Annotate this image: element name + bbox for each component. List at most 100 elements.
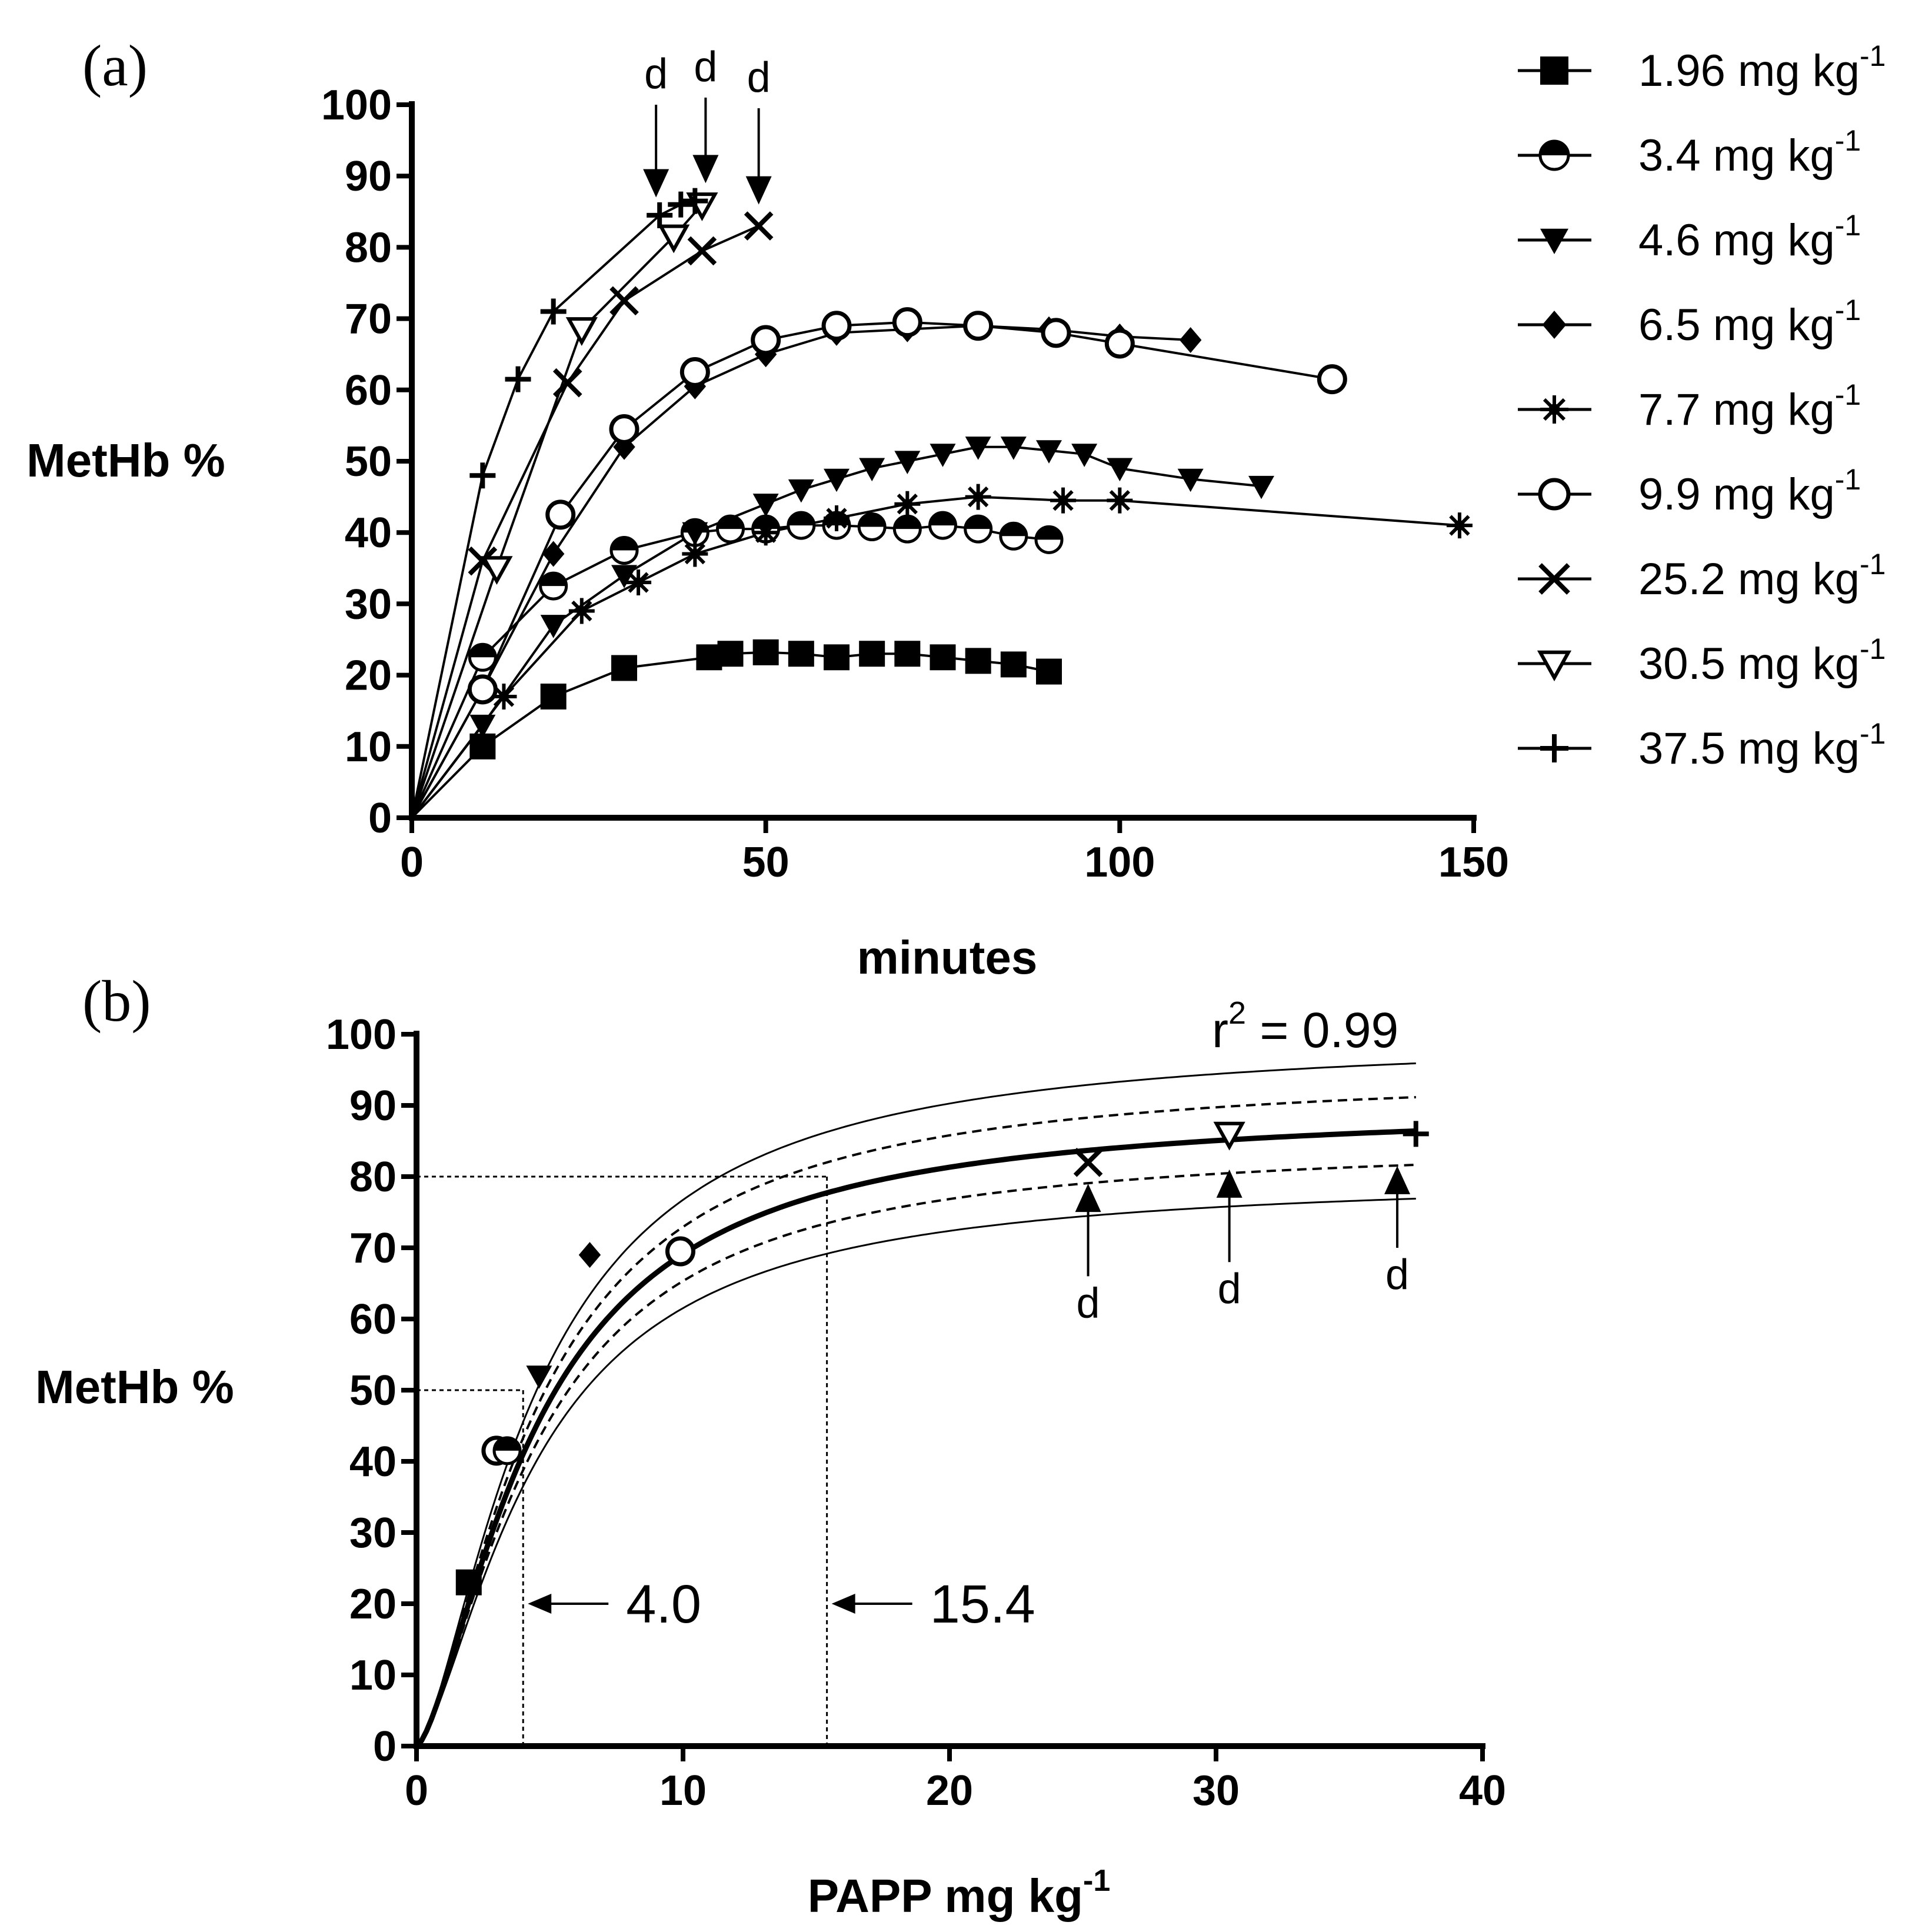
chart-b: MetHb % PAPP mg kg-1 r2 = 0.99 010203040… bbox=[35, 995, 1506, 1922]
chart-a-death-label-1: d bbox=[694, 44, 717, 91]
chart-a-legend-label-0: 1.96 mg kg-1 bbox=[1638, 39, 1886, 96]
chart-b-death-label-2: d bbox=[1385, 1251, 1409, 1298]
chart-b-ytick-label: 20 bbox=[349, 1581, 397, 1628]
chart-a-point-s4-2 bbox=[568, 598, 595, 624]
chart-a-point-s5-6 bbox=[821, 311, 852, 341]
chart-a-point-s2-11 bbox=[965, 437, 991, 460]
chart-b-xlabel: PAPP mg kg-1 bbox=[808, 1864, 1111, 1922]
chart-b-ci-outer-upper bbox=[415, 1062, 1416, 1747]
chart-a-point-s2-13 bbox=[1036, 440, 1062, 464]
chart-a-point-s0-2 bbox=[540, 683, 567, 709]
chart-b-ytick-label: 100 bbox=[326, 1011, 397, 1058]
chart-b-ytick-label: 30 bbox=[349, 1510, 397, 1557]
chart-b-ci-inner-upper bbox=[415, 1096, 1416, 1747]
chart-a-ytick-label: 40 bbox=[345, 509, 392, 557]
chart-a-point-s3-2 bbox=[542, 541, 565, 567]
chart-a-point-s7-1 bbox=[481, 556, 513, 585]
chart-b-ref-label-1: 15.4 bbox=[930, 1574, 1035, 1634]
chart-a-point-s3-11 bbox=[1179, 327, 1202, 353]
chart-a-ytick-label: 70 bbox=[345, 296, 392, 343]
chart-b-ref-arrowhead-1 bbox=[831, 1594, 855, 1614]
chart-a-legend-label-3: 6.5 mg kg-1 bbox=[1638, 294, 1861, 350]
chart-a-legend-label-1: 3.4 mg kg-1 bbox=[1638, 124, 1861, 181]
chart-b-ytick-label: 10 bbox=[349, 1652, 397, 1699]
chart-b-ytick-label: 90 bbox=[349, 1082, 397, 1130]
chart-a: MetHb % minutes 0 10 20 30 40 50 60 70 80 90 100 0 5… bbox=[26, 39, 1886, 984]
chart-a-ytick-label: 80 bbox=[345, 224, 392, 271]
chart-a-death-label-2: d bbox=[747, 54, 771, 101]
chart-a-ylabel: MetHb % bbox=[26, 434, 225, 487]
chart-a-legend-marker-2 bbox=[1540, 228, 1568, 254]
chart-a-legend-marker-3 bbox=[1542, 311, 1567, 339]
chart-a-point-s0-8 bbox=[824, 644, 850, 671]
chart-a-point-s5-3 bbox=[609, 414, 639, 444]
chart-a-point-s8-6 bbox=[682, 188, 708, 214]
chart-a-point-s4-6 bbox=[824, 505, 850, 531]
chart-a-point-s6-2 bbox=[552, 368, 582, 398]
chart-a-point-s1-7 bbox=[787, 511, 816, 540]
chart-a-legend-label-7: 30.5 mg kg-1 bbox=[1638, 632, 1886, 689]
chart-a-point-s5-1 bbox=[467, 674, 498, 705]
chart-a-legend-label-5: 9.9 mg kg-1 bbox=[1638, 463, 1861, 519]
chart-a-xtick-label: 100 bbox=[1084, 839, 1155, 886]
chart-a-point-s8-3 bbox=[540, 298, 567, 325]
chart-a-ytick-label: 100 bbox=[321, 82, 392, 129]
chart-a-point-s4-11 bbox=[1446, 512, 1473, 539]
chart-b-ytick-label: 50 bbox=[349, 1367, 397, 1414]
panel-b-label: (b) bbox=[82, 968, 151, 1034]
chart-a-point-s0-10 bbox=[894, 641, 921, 667]
chart-b-point-7 bbox=[1213, 1121, 1245, 1151]
chart-a-point-s2-12 bbox=[1000, 437, 1027, 460]
chart-a-point-s2-9 bbox=[894, 451, 921, 474]
chart-a-legend-label-6: 25.2 mg kg-1 bbox=[1638, 548, 1886, 604]
chart-a-point-s2-16 bbox=[1177, 468, 1204, 492]
chart-a-legend-label-4: 7.7 mg kg-1 bbox=[1638, 378, 1861, 435]
chart-a-legend-marker-8 bbox=[1540, 734, 1568, 762]
chart-b-death-label-0: d bbox=[1077, 1280, 1100, 1327]
chart-b-xtick-label: 30 bbox=[1192, 1767, 1240, 1814]
chart-a-point-s4-4 bbox=[682, 541, 708, 567]
chart-a-point-s5-8 bbox=[963, 311, 994, 341]
chart-a-series-line-1 bbox=[411, 524, 1050, 818]
chart-a-point-s2-10 bbox=[930, 444, 956, 467]
chart-b-xtick-label: 40 bbox=[1459, 1767, 1506, 1814]
chart-a-point-s1-5 bbox=[716, 514, 745, 544]
chart-a-point-s2-5 bbox=[752, 494, 779, 517]
chart-a-point-s1-2 bbox=[539, 571, 568, 601]
chart-a-point-s4-7 bbox=[894, 491, 921, 517]
chart-a-point-s5-4 bbox=[679, 357, 710, 387]
chart-a-point-s0-7 bbox=[788, 641, 814, 667]
chart-a-point-s0-13 bbox=[1000, 651, 1027, 678]
chart-a-death-arrowhead-2 bbox=[745, 176, 772, 205]
chart-b-ref-arrowhead-0 bbox=[528, 1594, 552, 1614]
chart-b-xtick-label: 20 bbox=[926, 1767, 973, 1814]
chart-a-xtick-label: 150 bbox=[1438, 839, 1509, 886]
chart-a-legend: 1.96 mg kg-1 3.4 mg kg-1 4.6 mg kg-1 6.5 mg… bbox=[1518, 39, 1886, 774]
chart-b-point-5 bbox=[665, 1236, 695, 1267]
chart-a-point-s2-14 bbox=[1071, 444, 1098, 467]
chart-a-point-s0-11 bbox=[930, 644, 956, 671]
chart-a-point-s0-12 bbox=[965, 648, 991, 674]
chart-b-point-2 bbox=[492, 1436, 522, 1465]
chart-b-ytick-label: 60 bbox=[349, 1296, 397, 1343]
chart-a-xtick-label: 50 bbox=[742, 839, 790, 886]
chart-a-point-s5-7 bbox=[892, 307, 922, 338]
chart-a-point-s2-15 bbox=[1107, 458, 1133, 482]
chart-a-point-s8-1 bbox=[469, 462, 496, 489]
chart-b-ytick-label: 40 bbox=[349, 1438, 397, 1485]
chart-a-ytick-label: 60 bbox=[345, 367, 392, 414]
chart-a-point-s4-10 bbox=[1107, 487, 1133, 514]
chart-a-point-s5-9 bbox=[1041, 318, 1071, 348]
chart-a-point-s6-5 bbox=[744, 211, 774, 241]
chart-b-fit-line bbox=[414, 1128, 1416, 1748]
chart-a-xlabel: minutes bbox=[857, 931, 1038, 984]
chart-a-legend-marker-4 bbox=[1540, 395, 1568, 424]
chart-a-point-s1-12 bbox=[964, 514, 993, 544]
chart-a-point-s1-14 bbox=[1034, 525, 1064, 554]
chart-b-r2-label: r bbox=[1212, 1002, 1228, 1058]
chart-a-point-s1-13 bbox=[999, 521, 1028, 551]
chart-a-point-s0-5 bbox=[717, 641, 744, 667]
chart-b-r2-sup: 2 bbox=[1228, 995, 1246, 1031]
chart-a-point-s0-6 bbox=[752, 639, 779, 665]
chart-a-point-s6-3 bbox=[609, 286, 639, 316]
